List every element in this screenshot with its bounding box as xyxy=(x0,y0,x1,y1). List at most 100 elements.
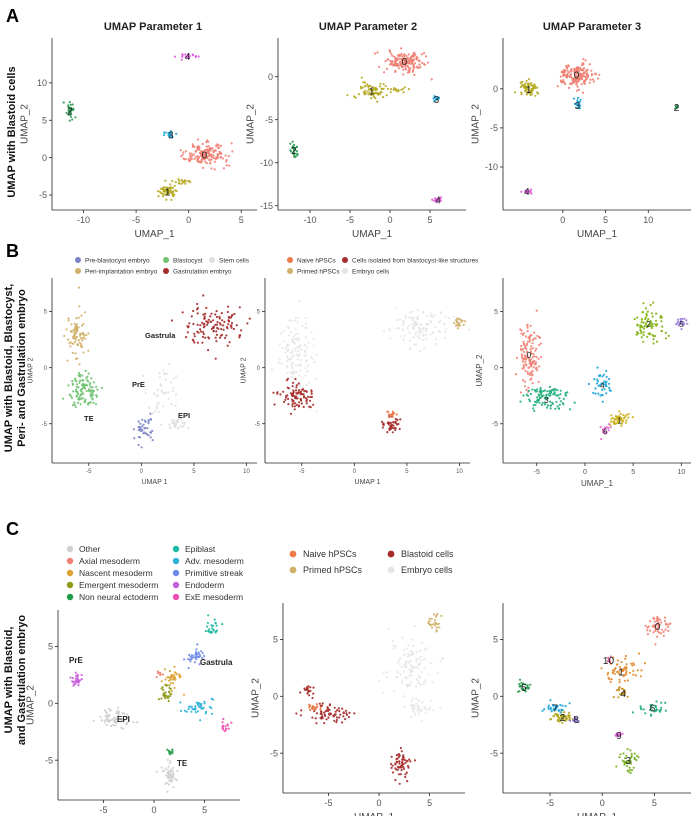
data-point xyxy=(307,690,310,693)
data-point xyxy=(188,653,191,657)
data-point xyxy=(625,663,628,666)
cluster-label: 3 xyxy=(434,95,440,106)
data-point xyxy=(169,687,172,691)
legend-c1-label-4: Nascent mesoderm xyxy=(79,568,153,578)
data-point xyxy=(72,337,76,340)
data-point xyxy=(578,73,581,76)
data-point xyxy=(577,67,580,70)
data-point xyxy=(549,407,552,410)
data-point xyxy=(530,377,533,380)
data-point xyxy=(160,680,163,683)
data-point xyxy=(415,657,418,661)
data-point xyxy=(411,62,414,65)
data-point xyxy=(176,421,179,424)
data-point xyxy=(611,671,614,674)
data-point xyxy=(530,363,533,366)
data-point xyxy=(220,328,223,331)
data-point xyxy=(601,375,604,378)
data-point xyxy=(534,85,537,88)
data-point xyxy=(424,330,427,333)
data-point xyxy=(411,318,414,322)
data-point xyxy=(207,318,210,321)
data-point xyxy=(116,715,119,718)
data-point xyxy=(155,676,158,679)
data-point xyxy=(69,345,72,348)
data-point xyxy=(418,327,421,330)
data-point xyxy=(163,769,166,772)
data-point xyxy=(399,47,403,50)
data-point xyxy=(200,153,203,156)
data-point xyxy=(100,719,104,722)
cluster-label: 0 xyxy=(527,351,532,360)
data-point xyxy=(417,699,420,702)
data-point xyxy=(521,360,525,363)
data-point xyxy=(145,433,149,436)
data-point xyxy=(643,662,647,665)
data-point xyxy=(660,701,663,704)
legend-c2: Naive hPSCs Blastoid cells Primed hPSCs … xyxy=(289,549,454,575)
y-tick-label: 5 xyxy=(273,635,278,645)
data-point xyxy=(404,662,407,665)
panel-letter-b: B xyxy=(6,241,19,261)
data-point xyxy=(436,612,439,615)
data-point xyxy=(656,615,659,619)
data-point xyxy=(418,60,421,63)
data-point xyxy=(542,390,545,393)
data-point xyxy=(403,59,406,62)
data-point xyxy=(127,719,131,722)
data-point xyxy=(652,631,655,634)
data-point xyxy=(172,678,175,681)
data-point xyxy=(519,391,523,394)
data-point xyxy=(353,712,356,715)
data-point xyxy=(158,410,161,414)
data-point xyxy=(432,314,436,317)
data-point xyxy=(138,436,142,439)
data-point xyxy=(183,658,186,661)
data-point xyxy=(75,383,79,386)
data-point xyxy=(411,327,414,330)
data-point xyxy=(412,63,415,66)
data-point xyxy=(650,326,653,330)
data-point xyxy=(172,386,175,389)
data-point xyxy=(568,82,572,85)
data-point xyxy=(617,696,620,699)
data-point xyxy=(319,704,322,708)
data-point xyxy=(403,334,406,337)
data-point xyxy=(293,408,296,411)
data-point xyxy=(77,374,80,377)
data-point xyxy=(173,686,176,690)
data-point xyxy=(158,372,161,375)
data-point xyxy=(191,143,194,146)
data-point xyxy=(170,673,173,676)
data-point xyxy=(410,55,413,59)
legend-c1-swatch-9 xyxy=(172,593,180,601)
data-point xyxy=(433,96,436,99)
data-point xyxy=(327,716,330,719)
data-point xyxy=(276,392,279,395)
data-point xyxy=(144,420,147,424)
data-point xyxy=(380,91,383,94)
data-point xyxy=(535,347,538,350)
data-point xyxy=(568,711,571,715)
data-point xyxy=(580,83,583,86)
data-point xyxy=(180,155,183,158)
data-point xyxy=(530,364,533,368)
data-point xyxy=(664,628,667,631)
data-point xyxy=(420,53,423,56)
data-point xyxy=(204,155,207,158)
data-point xyxy=(567,715,570,718)
data-point xyxy=(79,388,82,391)
data-point xyxy=(164,378,167,381)
data-point xyxy=(415,660,418,663)
data-point xyxy=(187,667,190,670)
data-point xyxy=(121,718,124,721)
data-point xyxy=(642,708,645,711)
data-point xyxy=(182,151,185,154)
data-point xyxy=(76,390,79,393)
data-point xyxy=(162,392,165,395)
data-point xyxy=(205,141,208,144)
data-point xyxy=(227,320,230,323)
data-point xyxy=(325,709,328,712)
